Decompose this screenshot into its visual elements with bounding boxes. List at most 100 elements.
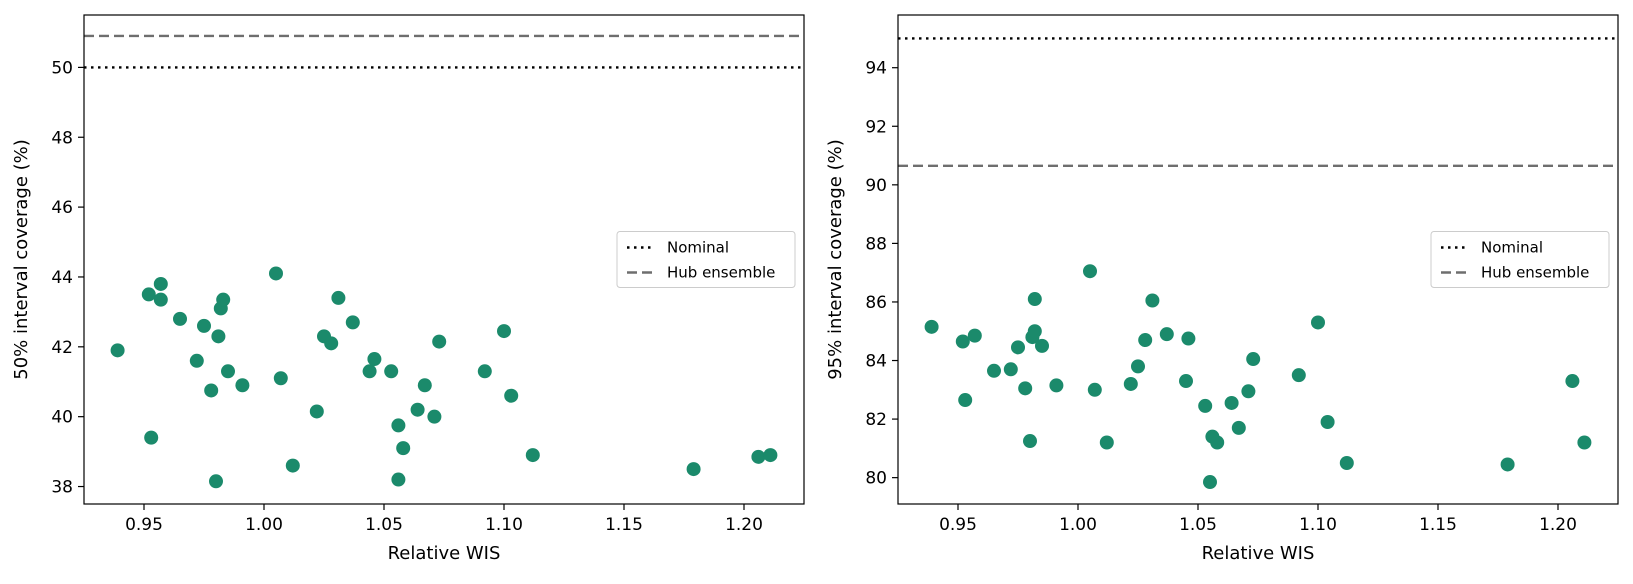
data-point xyxy=(331,290,346,305)
data-point xyxy=(209,474,223,489)
y-tick-label: 92 xyxy=(865,117,887,137)
x-tick-label: 1.15 xyxy=(605,515,643,535)
legend-ensemble-label: Hub ensemble xyxy=(667,264,775,282)
data-point xyxy=(285,458,300,473)
data-point xyxy=(273,371,288,386)
data-point xyxy=(1138,333,1153,348)
data-point xyxy=(1145,293,1160,308)
data-point xyxy=(384,364,399,379)
data-point xyxy=(391,418,406,433)
data-point xyxy=(1198,398,1213,413)
data-point xyxy=(141,287,156,302)
data-point xyxy=(1018,381,1033,396)
data-point xyxy=(751,449,766,464)
data-point xyxy=(955,334,970,349)
data-point xyxy=(173,311,187,326)
data-point xyxy=(432,334,447,349)
data-point xyxy=(427,409,442,424)
legend: Nominal Hub ensemble xyxy=(1430,231,1610,288)
legend-ensemble-label: Hub ensemble xyxy=(1481,264,1589,282)
data-point xyxy=(1035,338,1049,353)
x-tick-label: 1.10 xyxy=(485,515,523,535)
y-tick-label: 84 xyxy=(865,352,887,372)
data-point xyxy=(1083,264,1097,279)
data-point xyxy=(1099,435,1114,450)
data-point xyxy=(410,402,425,417)
data-point xyxy=(763,448,778,463)
data-point xyxy=(1011,340,1025,355)
data-point xyxy=(477,364,492,379)
data-point xyxy=(1339,456,1354,471)
legend-nominal-label: Nominal xyxy=(1481,239,1543,257)
data-point xyxy=(345,315,360,330)
data-point xyxy=(153,292,168,307)
legend-box xyxy=(1430,231,1610,288)
coverage-50-panel: 0.95 1.00 1.05 1.10 1.15 1.20 38 40 42 44 46 48 50 Re… xyxy=(11,14,805,564)
x-tick-label: 1.20 xyxy=(725,515,763,535)
x-tick-label: 1.15 xyxy=(1419,515,1457,535)
data-point xyxy=(1027,292,1042,307)
axes-frame xyxy=(83,14,805,505)
data-point xyxy=(309,404,324,419)
data-point xyxy=(235,378,250,393)
data-point xyxy=(1023,434,1037,449)
data-points xyxy=(924,264,1592,490)
data-point xyxy=(1087,382,1102,397)
data-point xyxy=(391,472,406,487)
data-point xyxy=(1159,327,1174,342)
data-point xyxy=(221,364,235,379)
data-point xyxy=(497,324,511,339)
coverage-95-panel: 0.95 1.00 1.05 1.10 1.15 1.20 80 82 84 86 88 90 92 94… xyxy=(825,14,1619,564)
y-tick-label: 38 xyxy=(51,478,73,498)
y-tick-label: 80 xyxy=(865,469,887,489)
y-tick-label: 94 xyxy=(865,59,887,79)
data-point xyxy=(362,364,377,379)
y-tick-label: 90 xyxy=(865,176,887,196)
y-tick-label: 88 xyxy=(865,234,887,254)
data-point xyxy=(1123,376,1138,391)
data-point xyxy=(110,343,125,358)
data-point xyxy=(189,353,204,368)
y-axis-label: 50% interval coverage (%) xyxy=(11,139,32,380)
data-point xyxy=(367,352,382,367)
data-point xyxy=(216,292,231,307)
y-tick-label: 82 xyxy=(865,410,887,430)
x-tick-label: 0.95 xyxy=(125,515,163,535)
y-tick-label: 42 xyxy=(51,338,73,358)
legend-box xyxy=(616,231,796,288)
data-point xyxy=(967,328,982,343)
data-points xyxy=(110,266,778,489)
x-tick-label: 1.00 xyxy=(245,515,283,535)
data-point xyxy=(1179,374,1193,389)
data-point xyxy=(324,336,339,351)
y-tick-label: 48 xyxy=(51,128,73,148)
data-point xyxy=(269,266,283,281)
data-point xyxy=(924,319,939,334)
y-tick-label: 86 xyxy=(865,293,887,313)
data-point xyxy=(1131,359,1145,374)
data-point xyxy=(1203,475,1217,490)
data-point xyxy=(1320,415,1335,430)
data-point xyxy=(1231,420,1246,435)
data-point xyxy=(204,383,219,398)
legend-nominal-label: Nominal xyxy=(667,239,729,257)
y-axis-label: 95% interval coverage (%) xyxy=(825,139,846,380)
data-point xyxy=(1003,362,1018,377)
data-point xyxy=(1210,435,1225,450)
data-point xyxy=(1049,378,1064,393)
data-point xyxy=(144,430,159,445)
x-tick-label: 1.10 xyxy=(1299,515,1337,535)
data-point xyxy=(417,378,432,393)
data-point xyxy=(1246,352,1261,367)
data-point xyxy=(211,329,226,344)
y-tick-label: 40 xyxy=(51,408,73,428)
x-axis-label: Relative WIS xyxy=(1202,543,1315,564)
data-point xyxy=(525,448,540,463)
data-point xyxy=(1577,435,1592,450)
y-tick-label: 50 xyxy=(51,58,73,78)
data-point xyxy=(1565,374,1580,389)
data-point xyxy=(1500,457,1515,472)
axes-frame xyxy=(897,14,1619,505)
y-tick-label: 44 xyxy=(51,268,73,288)
